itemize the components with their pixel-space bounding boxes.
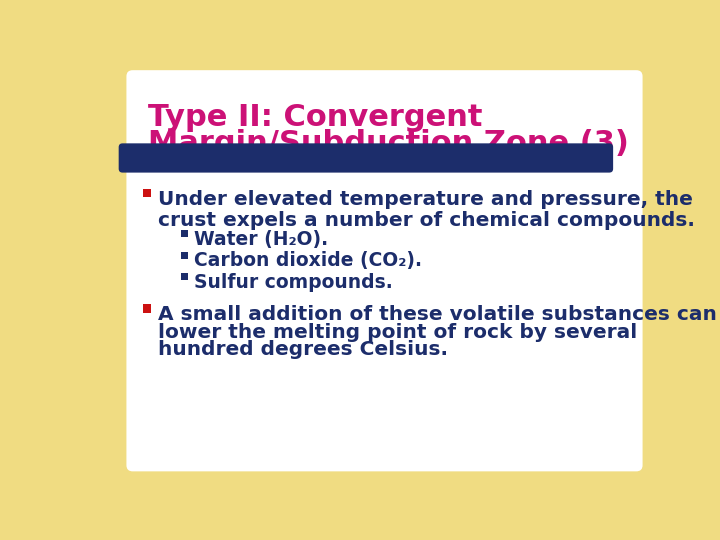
Text: Sulfur compounds.: Sulfur compounds. (194, 273, 392, 292)
Text: lower the melting point of rock by several: lower the melting point of rock by sever… (158, 323, 637, 342)
Text: hundred degrees Celsius.: hundred degrees Celsius. (158, 340, 448, 360)
Bar (181, 252, 189, 259)
Text: crust expels a number of chemical compounds.: crust expels a number of chemical compou… (158, 211, 695, 230)
Bar (181, 273, 189, 280)
Text: Under elevated temperature and pressure, the: Under elevated temperature and pressure,… (158, 190, 693, 208)
Bar (143, 304, 151, 313)
Text: A small addition of these volatile substances can: A small addition of these volatile subst… (158, 305, 717, 324)
Bar (181, 231, 189, 237)
FancyBboxPatch shape (127, 70, 642, 471)
Bar (143, 189, 151, 197)
Text: Carbon dioxide (CO₂).: Carbon dioxide (CO₂). (194, 251, 422, 270)
Text: Margin/Subduction Zone (3): Margin/Subduction Zone (3) (148, 130, 629, 158)
Text: Type II: Convergent: Type II: Convergent (148, 103, 482, 132)
FancyBboxPatch shape (119, 143, 613, 173)
Text: Water (H₂O).: Water (H₂O). (194, 230, 328, 248)
